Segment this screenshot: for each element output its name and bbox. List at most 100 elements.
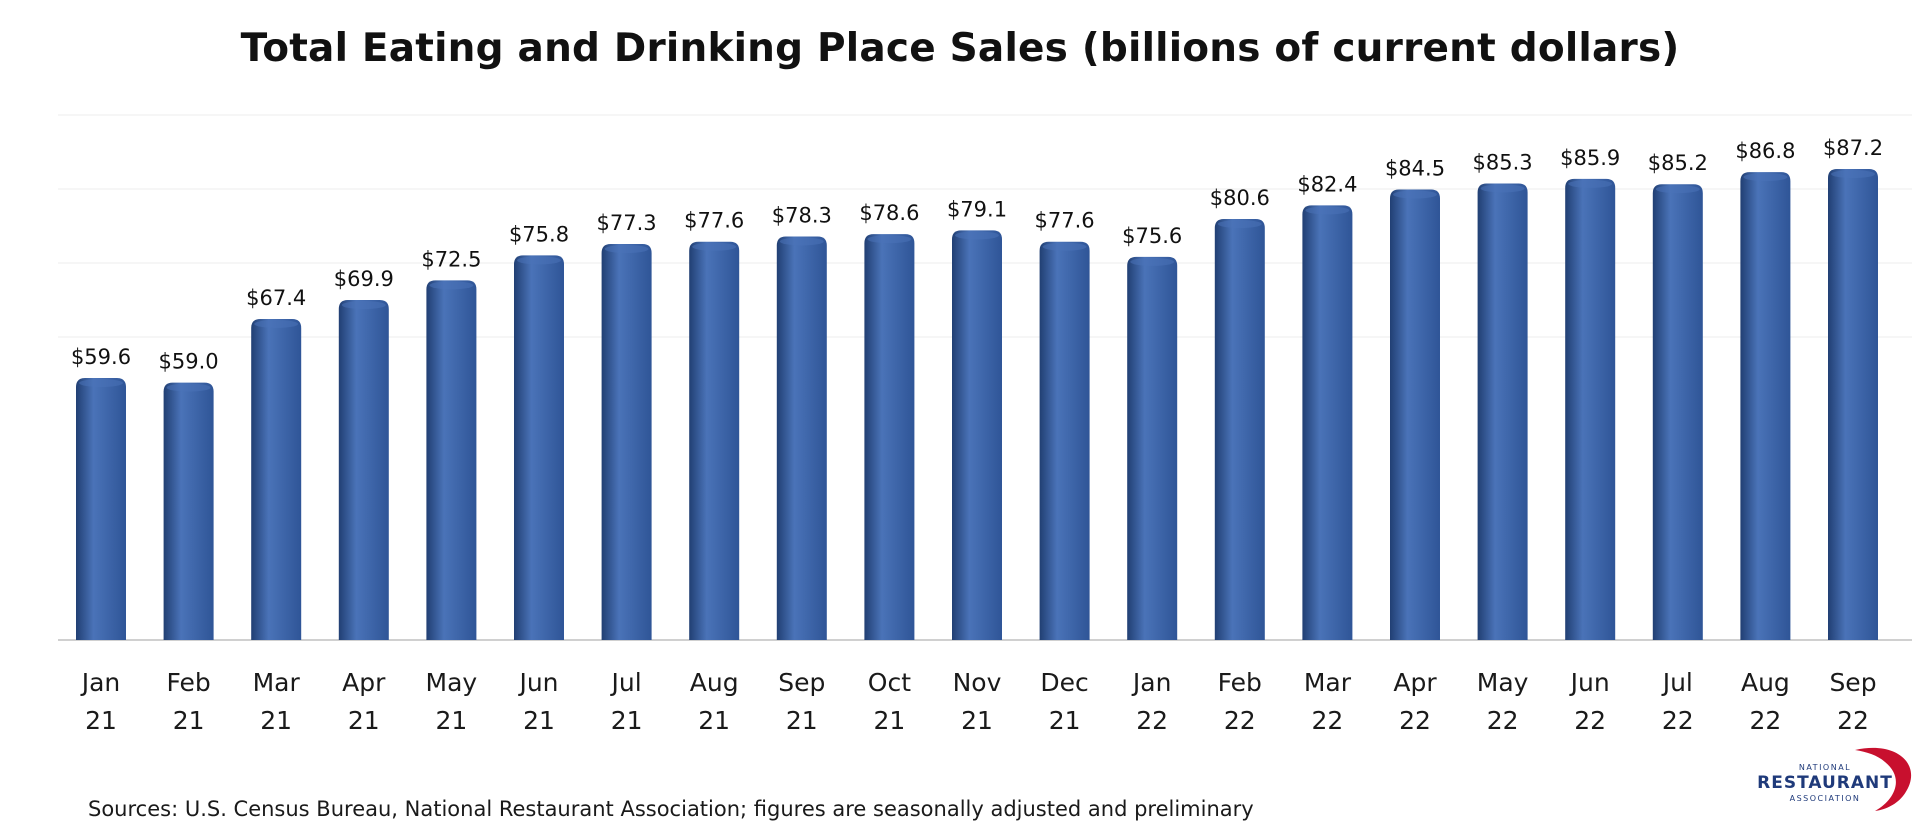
x-tick-labels: Jan 21 Feb 21 Mar 21 Apr 21 May 21 Jun 21 Jul 21 Aug 21…: [80, 668, 1877, 735]
x-tick-month: Jun: [517, 668, 558, 697]
data-label: $59.0: [159, 350, 219, 374]
bar-top-highlight: [604, 245, 649, 254]
x-tick-month: Sep: [778, 668, 825, 697]
bar: [1039, 241, 1090, 640]
x-tick-month: Feb: [1218, 668, 1262, 697]
bar: [1828, 169, 1878, 641]
bar: [1477, 183, 1528, 640]
bar: [338, 300, 389, 640]
x-tick-year: 21: [873, 706, 905, 735]
x-tick-month: May: [426, 668, 478, 697]
x-tick-month: Mar: [1304, 668, 1352, 697]
bar-top-highlight: [779, 237, 824, 246]
x-tick-year: 21: [611, 706, 643, 735]
x-tick-year: 22: [1837, 706, 1869, 735]
bar: [1127, 256, 1178, 640]
bar: [163, 382, 214, 640]
x-tick-month: Dec: [1040, 668, 1088, 697]
bars: [76, 169, 1878, 641]
bar-top-highlight: [1743, 173, 1788, 182]
logo-top-text: NATIONAL: [1799, 763, 1851, 772]
bar: [1302, 205, 1353, 640]
x-tick-month: Jul: [610, 668, 642, 697]
x-tick-year: 21: [173, 706, 205, 735]
x-tick-year: 22: [1136, 706, 1168, 735]
logo-bottom-text: ASSOCIATION: [1790, 794, 1861, 803]
x-tick-year: 22: [1662, 706, 1694, 735]
bar-top-highlight: [341, 301, 386, 310]
data-label: $59.6: [71, 345, 131, 369]
data-label: $87.2: [1823, 136, 1883, 160]
x-tick-month: Jul: [1661, 668, 1693, 697]
x-tick-year: 22: [1749, 706, 1781, 735]
data-label: $77.6: [1035, 209, 1095, 233]
data-label: $79.1: [947, 197, 1007, 221]
bar-top-highlight: [1568, 179, 1613, 188]
bar-top-highlight: [1305, 206, 1350, 215]
x-tick-year: 21: [1049, 706, 1081, 735]
bar-top-highlight: [1831, 170, 1875, 179]
bar: [1565, 178, 1616, 640]
x-tick-year: 21: [85, 706, 117, 735]
bar-top-highlight: [1042, 242, 1087, 251]
bar: [251, 318, 302, 640]
bar-top-highlight: [692, 242, 737, 251]
bar: [776, 236, 827, 640]
x-tick-year: 22: [1399, 706, 1431, 735]
x-tick-year: 22: [1224, 706, 1256, 735]
source-note: Sources: U.S. Census Bureau, National Re…: [88, 797, 1254, 821]
bar-top-highlight: [429, 281, 474, 290]
data-label: $85.9: [1560, 146, 1620, 170]
x-tick-year: 21: [435, 706, 467, 735]
data-label: $77.6: [684, 209, 744, 233]
bar-top-highlight: [1130, 257, 1175, 266]
bar-top-highlight: [1217, 220, 1262, 229]
x-tick-year: 21: [961, 706, 993, 735]
data-label: $72.5: [421, 247, 481, 271]
bar-top-highlight: [517, 256, 561, 265]
data-label: $67.4: [246, 286, 306, 310]
x-tick-month: Mar: [253, 668, 301, 697]
x-tick-month: Aug: [1741, 668, 1790, 697]
x-tick-month: Feb: [166, 668, 210, 697]
data-label: $86.8: [1735, 139, 1795, 163]
bar-chart: $59.6 $59.0 $67.4 $69.9 $72.5 $75.8 $77.3 $77.6…: [58, 114, 1912, 735]
x-tick-month: Oct: [868, 668, 911, 697]
x-tick-year: 22: [1311, 706, 1343, 735]
bar-top-highlight: [955, 231, 999, 240]
data-label: $80.6: [1210, 186, 1270, 210]
x-tick-month: Nov: [953, 668, 1002, 697]
data-label: $78.3: [772, 203, 832, 227]
restaurant-association-logo: NATIONAL RESTAURANT ASSOCIATION: [1757, 747, 1912, 811]
bar-top-highlight: [1655, 185, 1700, 194]
data-label: $75.8: [509, 222, 569, 246]
x-tick-month: May: [1477, 668, 1529, 697]
data-label: $69.9: [334, 267, 394, 291]
bar: [689, 241, 740, 640]
x-tick-year: 21: [348, 706, 380, 735]
x-tick-month: Sep: [1829, 668, 1876, 697]
x-tick-month: Jan: [80, 668, 121, 697]
data-label: $85.3: [1473, 150, 1533, 174]
bar: [1390, 189, 1440, 640]
bar: [426, 280, 477, 640]
x-tick-month: Jun: [1569, 668, 1610, 697]
x-tick-year: 21: [786, 706, 818, 735]
bar-top-highlight: [79, 379, 123, 388]
bar-top-highlight: [166, 383, 211, 392]
bar: [952, 230, 1002, 640]
bar: [514, 255, 564, 640]
x-tick-month: Apr: [342, 668, 386, 697]
x-tick-month: Apr: [1393, 668, 1437, 697]
bar-top-highlight: [1480, 184, 1525, 193]
data-label: $82.4: [1297, 172, 1357, 196]
bar: [1740, 172, 1791, 641]
bar-top-highlight: [1393, 190, 1437, 199]
data-label: $75.6: [1122, 224, 1182, 248]
data-label: $84.5: [1385, 157, 1445, 181]
logo-swoosh: [1855, 747, 1912, 811]
bar: [1652, 184, 1703, 640]
bar: [601, 244, 652, 640]
data-labels: $59.6 $59.0 $67.4 $69.9 $72.5 $75.8 $77.3 $77.6…: [71, 136, 1883, 374]
bar: [76, 378, 126, 640]
